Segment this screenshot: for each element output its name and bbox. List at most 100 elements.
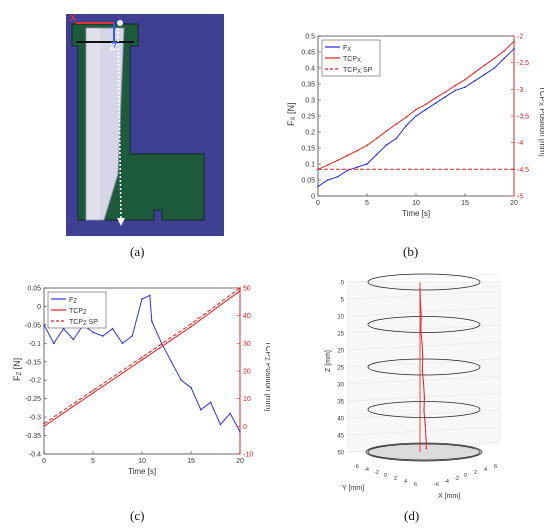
data-point: [376, 137, 378, 140]
path-point: [420, 328, 422, 331]
cad-tool: [85, 27, 125, 221]
y-right-tick-label: -10: [243, 452, 253, 459]
circle-level-0: [367, 273, 481, 291]
data-point: [239, 431, 241, 433]
z-tick-label: 0: [341, 281, 345, 287]
data-point: [513, 48, 515, 50]
data-point: [483, 73, 486, 76]
y-left-tick-label: -0.35: [25, 433, 41, 440]
y-right-tick-label: -5: [517, 194, 523, 201]
circle-level-2: [367, 358, 481, 376]
data-point: [200, 408, 202, 411]
cad-x-label: X: [70, 14, 76, 23]
y-right-axis-label: TCPX Position [mm]: [537, 86, 544, 157]
data-point: [385, 144, 388, 146]
z-tick-label: 20: [337, 349, 344, 355]
legend-label: FZ: [69, 297, 77, 305]
x-tick-label: 10: [412, 200, 420, 207]
data-point: [53, 342, 55, 345]
y-right-tick-label: 50: [243, 286, 251, 293]
z-axis-label: Z [mm]: [325, 350, 332, 372]
x-tick-label: 15: [461, 200, 469, 207]
data-point: [376, 153, 378, 156]
legend-label: TCPX SP: [343, 67, 373, 75]
grid-line: [347, 375, 501, 385]
x-tick-label: 10: [138, 458, 146, 465]
x-tick-label: 20: [510, 200, 518, 207]
y-left-tick-label: 0.45: [301, 50, 315, 57]
data-point: [415, 115, 417, 117]
data-point: [72, 338, 75, 341]
data-point: [92, 392, 94, 394]
data-point: [317, 185, 319, 188]
y-tick-label: 4: [404, 479, 407, 485]
y-tick-label: 0: [384, 473, 387, 479]
path-point: [419, 288, 421, 290]
data-point: [131, 335, 133, 337]
cad-z-label: Z: [110, 42, 116, 52]
z-tick-label: 25: [337, 366, 344, 372]
data-point: [356, 166, 358, 168]
chart-b: 0 5 10 15 20 0 0.05 0.1 0.15 0.2 0.25 0.3 0.35 0.4 0.4…: [286, 34, 547, 219]
y-left-tick-label: -0.1: [29, 341, 41, 348]
data-point: [190, 386, 192, 389]
x-axis-label: Time [s]: [402, 209, 430, 218]
data-point: [513, 168, 515, 171]
y-right-tick-label: 20: [243, 369, 251, 376]
y-left-tick-label: -0.2: [29, 378, 41, 385]
data-point: [464, 78, 466, 81]
y-left-tick-label: 0.35: [301, 82, 315, 89]
data-point: [454, 84, 456, 87]
data-point: [444, 91, 447, 93]
chart-c: 0 5 10 15 20 -0.4 -0.35 -0.3 -0.25 -0.2 -0.15 -0.1 -…: [12, 286, 273, 477]
y-left-tick-label: -0.4: [29, 452, 41, 459]
caption-c: (c): [130, 508, 145, 523]
z-tick-label: 35: [337, 400, 344, 406]
y-right-tick-label: 0: [243, 424, 247, 431]
data-point: [464, 86, 466, 88]
y-axis-label: Y [mm]: [342, 485, 364, 492]
grid-line: [347, 426, 501, 436]
data-point: [385, 130, 388, 132]
path-point: [419, 301, 422, 304]
data-point: [149, 294, 151, 297]
data-point: [239, 287, 241, 289]
y-right-tick-label: -4: [517, 140, 523, 147]
y-left-tick-label: 0.05: [301, 178, 315, 185]
data-point: [346, 169, 349, 172]
x-tick-label: 5: [91, 458, 95, 465]
base-disc: [365, 442, 483, 462]
y-left-tick-label: 0.25: [301, 114, 315, 121]
legend-label: TCPZ: [69, 308, 87, 316]
data-point: [434, 97, 437, 99]
path-point: [422, 383, 425, 385]
data-point: [513, 40, 515, 43]
path-point: [425, 447, 428, 450]
circle-level-4: [367, 443, 481, 461]
caption-a: (a): [130, 244, 145, 259]
y-left-tick-label: -0.25: [25, 396, 41, 403]
grid-line: [347, 324, 501, 334]
data-point: [229, 412, 231, 415]
y-right-tick-label: 30: [243, 341, 251, 348]
data-point: [434, 102, 437, 104]
x-tick-label: -2: [454, 476, 459, 482]
legend-label: TCPZ SP: [69, 319, 98, 327]
path-point: [421, 342, 423, 344]
cad-axis-z-arrow: [111, 42, 117, 48]
legend-label: FX: [343, 45, 351, 53]
x-tick-label: 2: [474, 470, 477, 476]
data-point: [395, 137, 398, 140]
box-back-wall: [347, 281, 501, 453]
y-left-tick-label: -0.05: [25, 322, 41, 329]
y-right-tick-label: -2.5: [517, 60, 529, 67]
grid-line: [347, 273, 501, 283]
data-point: [503, 57, 505, 60]
data-point: [121, 342, 124, 345]
data-point: [366, 144, 368, 147]
x-tick-label: 0: [42, 458, 46, 465]
data-point: [454, 89, 456, 92]
y-left-tick-label: 0.05: [27, 286, 41, 293]
cad-origin-marker: [117, 20, 123, 26]
